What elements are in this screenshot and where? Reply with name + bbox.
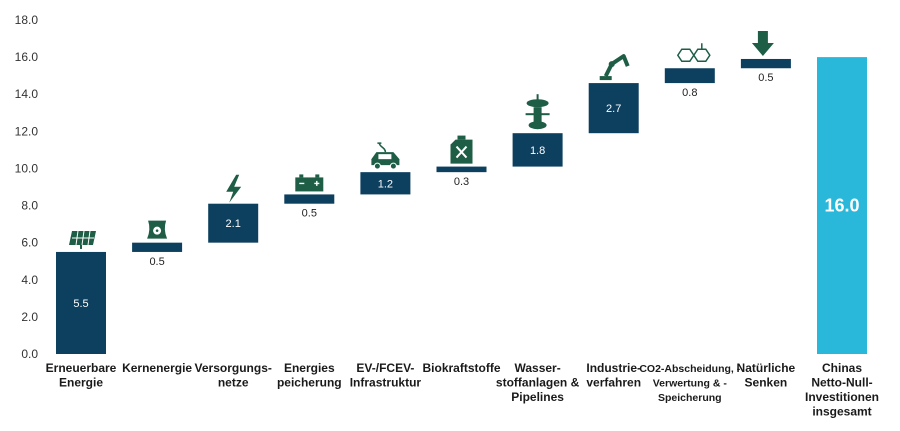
car-wheel-right bbox=[389, 162, 397, 170]
category-label-line: Natürliche bbox=[737, 361, 796, 375]
arm-segments bbox=[603, 54, 630, 77]
y-tick-label: 8.0 bbox=[21, 199, 38, 213]
bar-value-label: 0.5 bbox=[302, 208, 317, 220]
tower-base bbox=[528, 121, 547, 130]
category-label-line: stoffanlagen & bbox=[496, 376, 580, 390]
canister-cross bbox=[455, 145, 468, 159]
arm-base bbox=[599, 76, 612, 81]
arrow-shape bbox=[751, 30, 774, 56]
nuclear-plant-icon bbox=[147, 220, 168, 239]
hydrogen-tower-icon bbox=[525, 94, 550, 130]
waterfall-bar bbox=[512, 133, 563, 167]
bars-group: 5.5 0.5 2.1 0.5 1.2 0.3 1.8 2.7 0.8 0.5 16.0 bbox=[56, 30, 867, 354]
category-label-line: verfahren bbox=[586, 376, 641, 390]
bar-value-label: 2.7 bbox=[606, 103, 621, 115]
y-tick-label: 16.0 bbox=[15, 50, 39, 64]
y-tick-label: 4.0 bbox=[21, 273, 38, 287]
radiation-core bbox=[155, 229, 159, 232]
charging-cable bbox=[377, 142, 387, 153]
y-tick-label: 10.0 bbox=[15, 161, 39, 175]
battery-icon bbox=[295, 174, 324, 192]
battery-body bbox=[295, 177, 324, 192]
molecule-icon bbox=[676, 43, 711, 62]
y-tick-label: 0.0 bbox=[21, 347, 38, 361]
car-wheel-left bbox=[373, 162, 381, 170]
category-label-line: Erneuerbare bbox=[46, 361, 117, 375]
electric-car-icon bbox=[371, 142, 400, 170]
y-axis: 0.0 2.0 4.0 6.0 8.0 10.0 12.0 14.0 16.0 18.0 bbox=[15, 13, 39, 361]
bar-value-label: 0.3 bbox=[454, 176, 469, 188]
category-label-line: Energies bbox=[284, 361, 335, 375]
category-label-line: insgesamt bbox=[812, 405, 871, 419]
tower-ring bbox=[525, 113, 550, 116]
category-label-line: EV-/FCEV- bbox=[356, 361, 414, 375]
category-label-line: Versorgungs- bbox=[195, 361, 272, 375]
solar-panel-grid bbox=[72, 230, 94, 246]
car-window bbox=[378, 154, 392, 160]
category-label-line: Speicherung bbox=[658, 392, 722, 404]
canister-cap bbox=[457, 135, 466, 140]
y-tick-label: 12.0 bbox=[15, 124, 39, 138]
category-label-line: CO2-Abscheidung, - bbox=[639, 363, 740, 375]
y-tick-label: 14.0 bbox=[15, 87, 39, 101]
bar-value-label: 1.2 bbox=[378, 178, 393, 190]
tower-top bbox=[526, 99, 549, 108]
category-label-line: Senken bbox=[745, 376, 788, 390]
ring-left bbox=[676, 48, 695, 62]
category-label-line: Investitionen bbox=[805, 390, 879, 404]
y-tick-label: 6.0 bbox=[21, 236, 38, 250]
lightning-icon bbox=[226, 174, 242, 203]
battery-terminal-right bbox=[315, 174, 320, 178]
category-label-line: Netto-Null- bbox=[811, 376, 872, 390]
waterfall-bar bbox=[56, 251, 106, 354]
bar-value-label: 1.8 bbox=[530, 145, 545, 157]
arm-joint bbox=[608, 61, 615, 68]
tower-antenna bbox=[536, 94, 539, 101]
category-label-line: Kernenergie bbox=[122, 361, 192, 375]
waterfall-bar bbox=[740, 58, 791, 69]
solar-panel-stand bbox=[80, 244, 82, 249]
ring-right bbox=[692, 48, 711, 62]
battery-terminal-left bbox=[299, 174, 304, 178]
y-tick-label: 18.0 bbox=[15, 13, 39, 27]
category-label-line: Energie bbox=[59, 376, 103, 390]
down-arrow-icon bbox=[751, 30, 774, 56]
category-label-line: Pipelines bbox=[511, 390, 564, 404]
solar-panel-icon bbox=[69, 230, 96, 249]
waterfall-bar bbox=[664, 68, 715, 84]
waterfall-bar bbox=[436, 166, 487, 173]
bar-value-label: 2.1 bbox=[226, 218, 241, 230]
fuel-canister-icon bbox=[450, 135, 473, 164]
category-label-line: netze bbox=[218, 376, 249, 390]
category-label-line: Infrastruktur bbox=[350, 376, 422, 390]
y-tick-label: 2.0 bbox=[21, 310, 38, 324]
category-label-line: Chinas bbox=[822, 361, 862, 375]
bar-value-label: 0.8 bbox=[682, 87, 697, 99]
bar-value-label: 0.5 bbox=[758, 72, 773, 84]
total-bar bbox=[817, 57, 867, 354]
waterfall-bar bbox=[132, 242, 183, 252]
category-label-line: Biokraftstoffe bbox=[422, 361, 500, 375]
robot-arm-icon bbox=[599, 54, 630, 81]
waterfall-bar bbox=[588, 83, 639, 134]
category-label-line: Industrie- bbox=[586, 361, 641, 375]
battery-signs bbox=[299, 180, 320, 186]
waterfall-bar bbox=[208, 203, 259, 243]
bar-value-label: 5.5 bbox=[73, 298, 88, 310]
lightning-shape bbox=[226, 174, 242, 203]
category-label-line: Verwertung & - bbox=[653, 378, 728, 390]
category-label-line: peicherung bbox=[277, 376, 342, 390]
total-value-label: 16.0 bbox=[824, 196, 859, 216]
bar-value-label: 0.5 bbox=[149, 256, 164, 268]
waterfall-bar bbox=[360, 172, 411, 195]
category-label-line: Wasser- bbox=[514, 361, 560, 375]
waterfall-bar bbox=[284, 194, 335, 204]
